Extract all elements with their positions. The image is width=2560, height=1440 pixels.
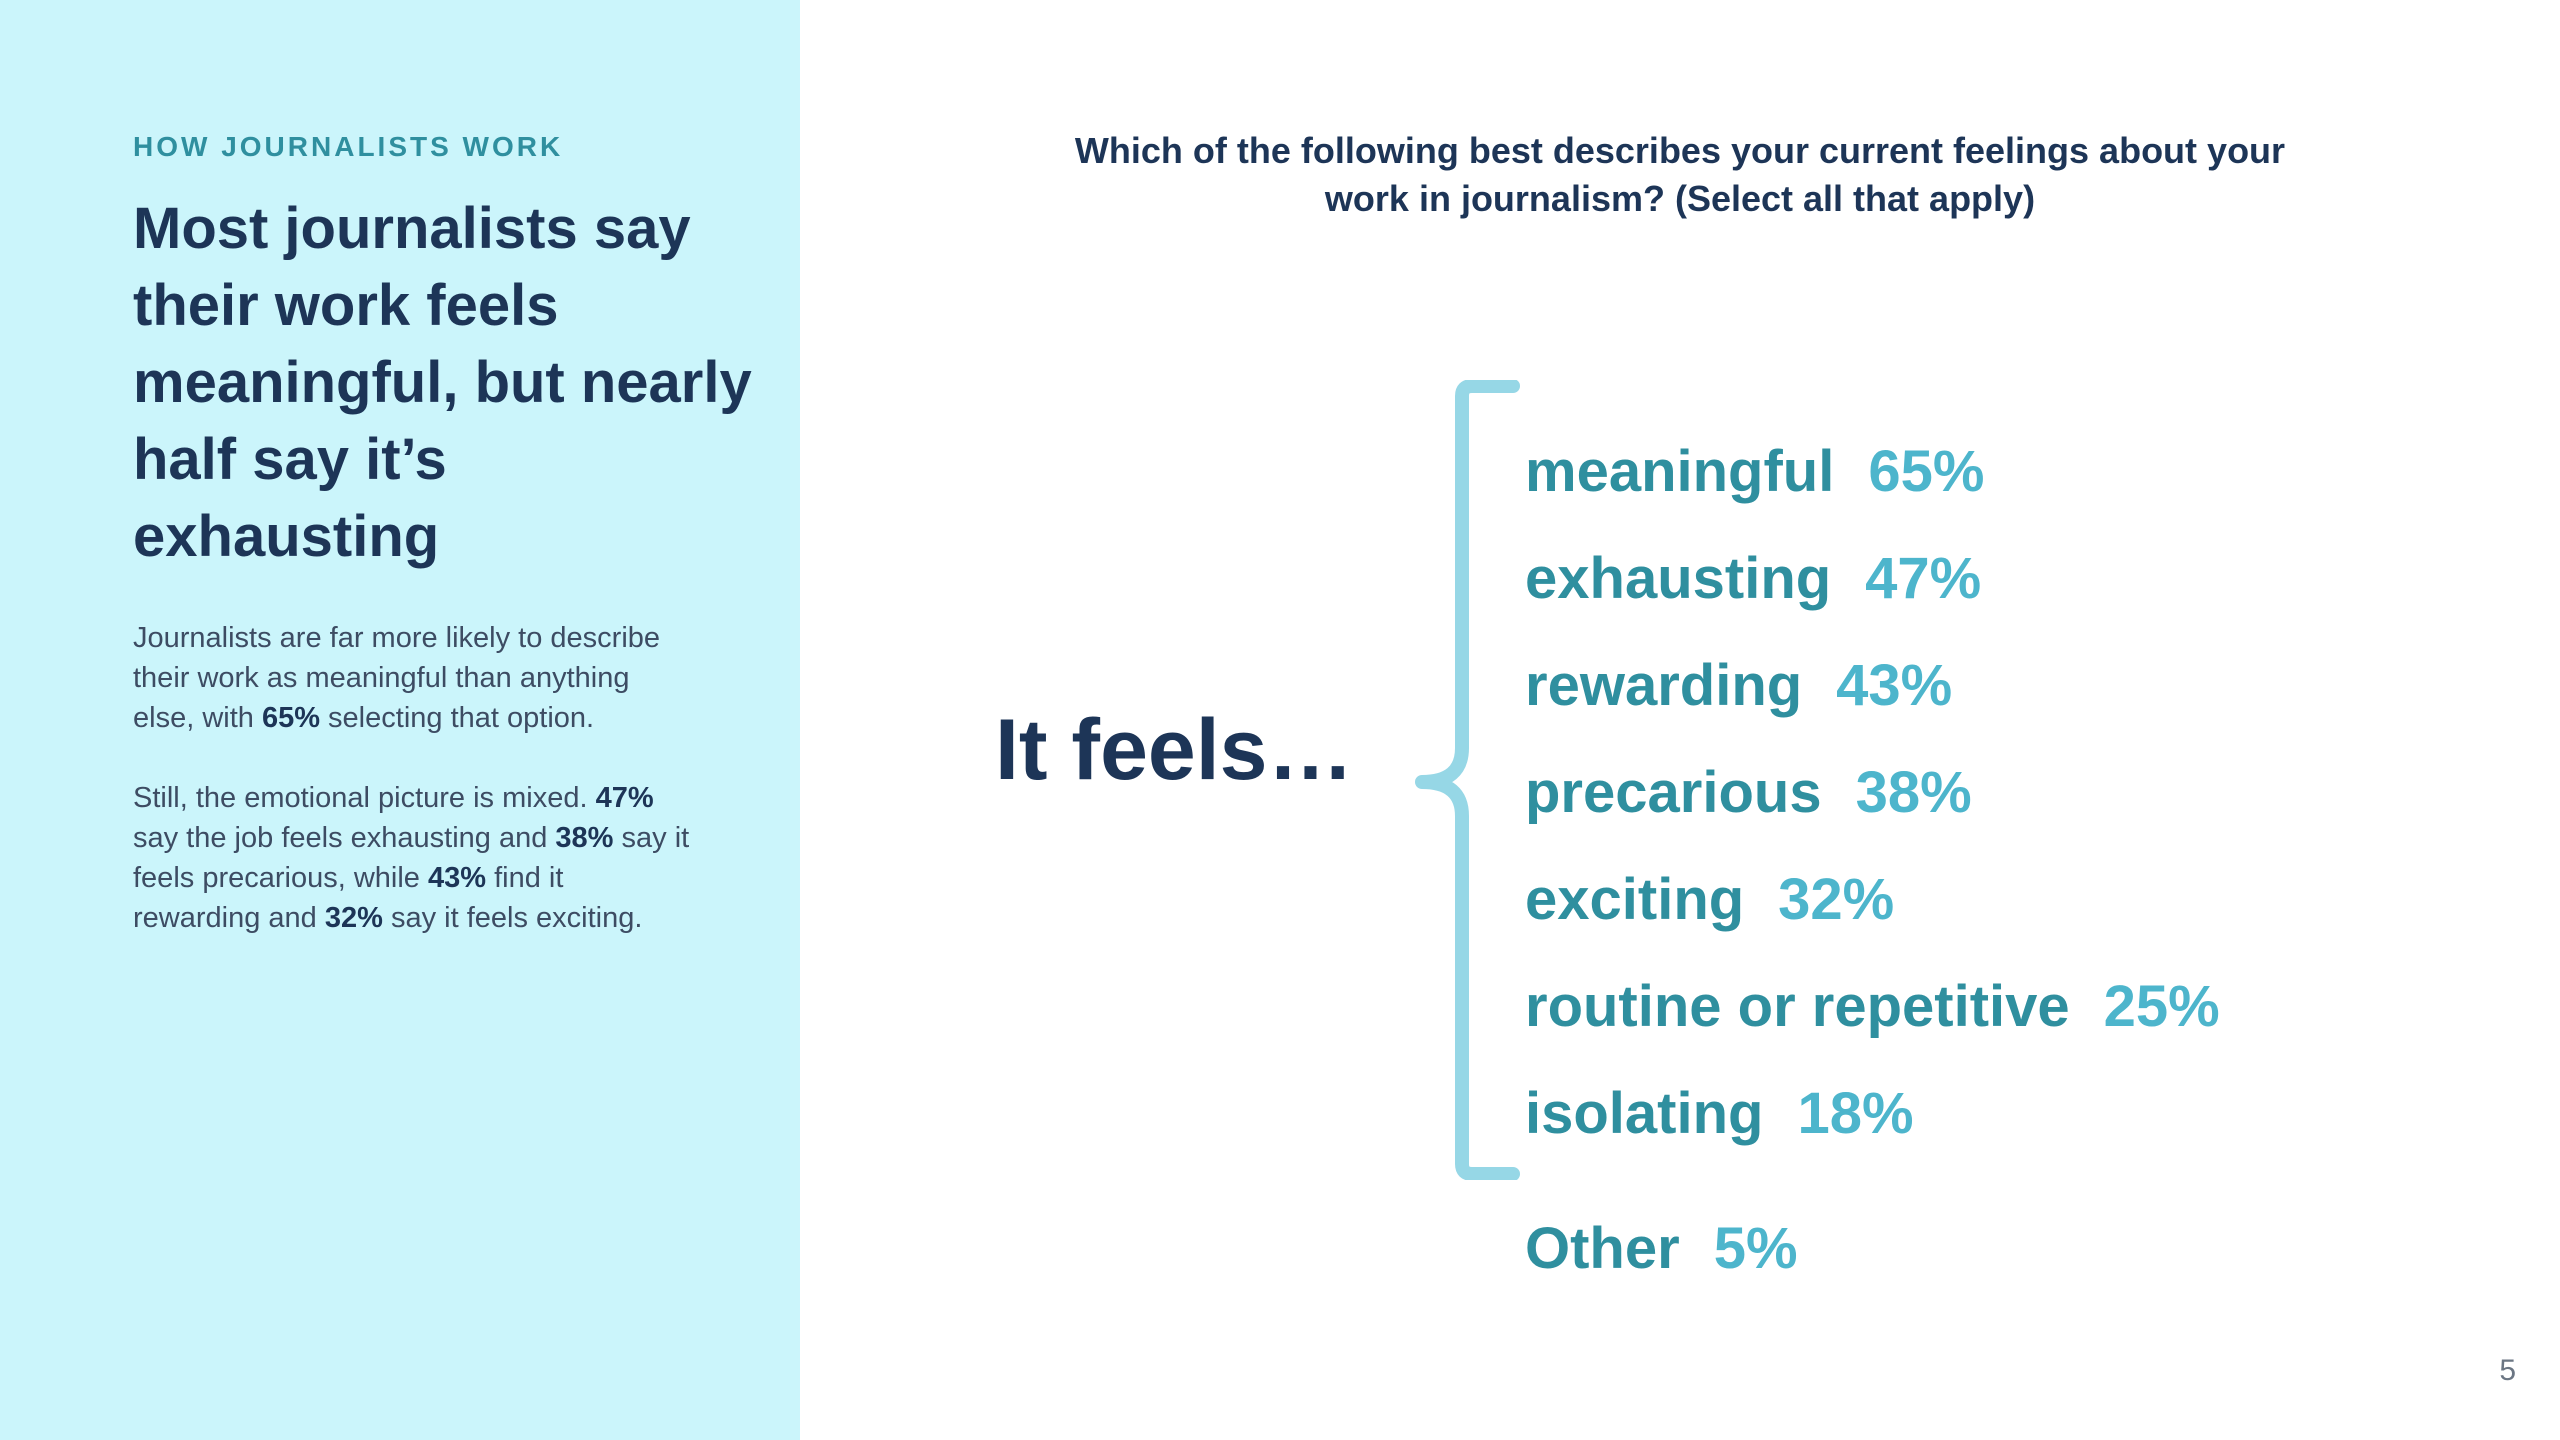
body-text: say it feels exciting. [382,902,643,934]
feeling-percent: 65% [1868,439,1985,504]
feeling-percent: 47% [1865,546,1982,611]
body-stat: 47% [595,782,654,814]
headline: Most journalists say their work feels me… [133,196,752,569]
feeling-label: meaningful [1525,439,1835,504]
feeling-item: precarious 38% [1525,739,2220,846]
body-stat: 32% [324,902,383,934]
feeling-item: exhausting 47% [1525,525,2220,632]
body-text: Journalists are far more likely to descr… [133,622,661,734]
lead-in-text: It feels… [995,702,1354,798]
feeling-percent: 43% [1836,653,1953,718]
feeling-label: exhausting [1525,546,1832,611]
body-text: say it feels precarious, while [133,822,690,894]
feeling-label: rewarding [1525,653,1803,718]
feeling-percent: 32% [1778,867,1895,932]
feeling-item: isolating 18% [1525,1060,2220,1167]
survey-question: Which of the following best describes yo… [1074,130,2286,219]
body-stat: 43% [427,862,487,894]
feeling-label: exciting [1525,867,1745,932]
feeling-percent: 38% [1855,760,1972,825]
body-stat: 38% [555,822,614,854]
feeling-item: routine or repetitive 25% [1525,953,2220,1060]
feeling-label: precarious [1525,760,1822,825]
body-text: say the job feels exhausting and [133,822,556,854]
curly-brace [1415,380,1520,1180]
page-number: 5 [2499,1354,2516,1387]
left-panel: HOW JOURNALISTS WORK Most journalists sa… [0,0,800,1440]
feeling-percent: 5% [1713,1216,1798,1281]
feelings-list: meaningful 65% exhausting 47% rewarding 43% pr… [1525,418,2220,1167]
body-paragraph-1: Journalists are far more likely to descr… [133,618,693,738]
section-eyebrow: HOW JOURNALISTS WORK [133,131,564,162]
feeling-item: exciting 32% [1525,846,2220,953]
body-paragraph-2: Still, the emotional picture is mixed. 4… [133,778,693,938]
body-copy: Journalists are far more likely to descr… [133,618,693,978]
body-stat: 65% [261,702,320,734]
feeling-item-other: Other 5% [1525,1195,1798,1302]
body-text: selecting that option. [320,702,595,734]
brace-path [1415,380,1520,1180]
feeling-percent: 18% [1797,1081,1914,1146]
feeling-item: rewarding 43% [1525,632,2220,739]
feeling-label: isolating [1525,1081,1764,1146]
feeling-percent: 25% [2103,974,2220,1039]
body-text: find it rewarding and [133,862,564,934]
feeling-label: Other [1525,1216,1680,1281]
body-text: Still, the emotional picture is mixed. [133,782,596,814]
feeling-label: routine or repetitive [1525,974,2070,1039]
feeling-item: meaningful 65% [1525,418,2220,525]
